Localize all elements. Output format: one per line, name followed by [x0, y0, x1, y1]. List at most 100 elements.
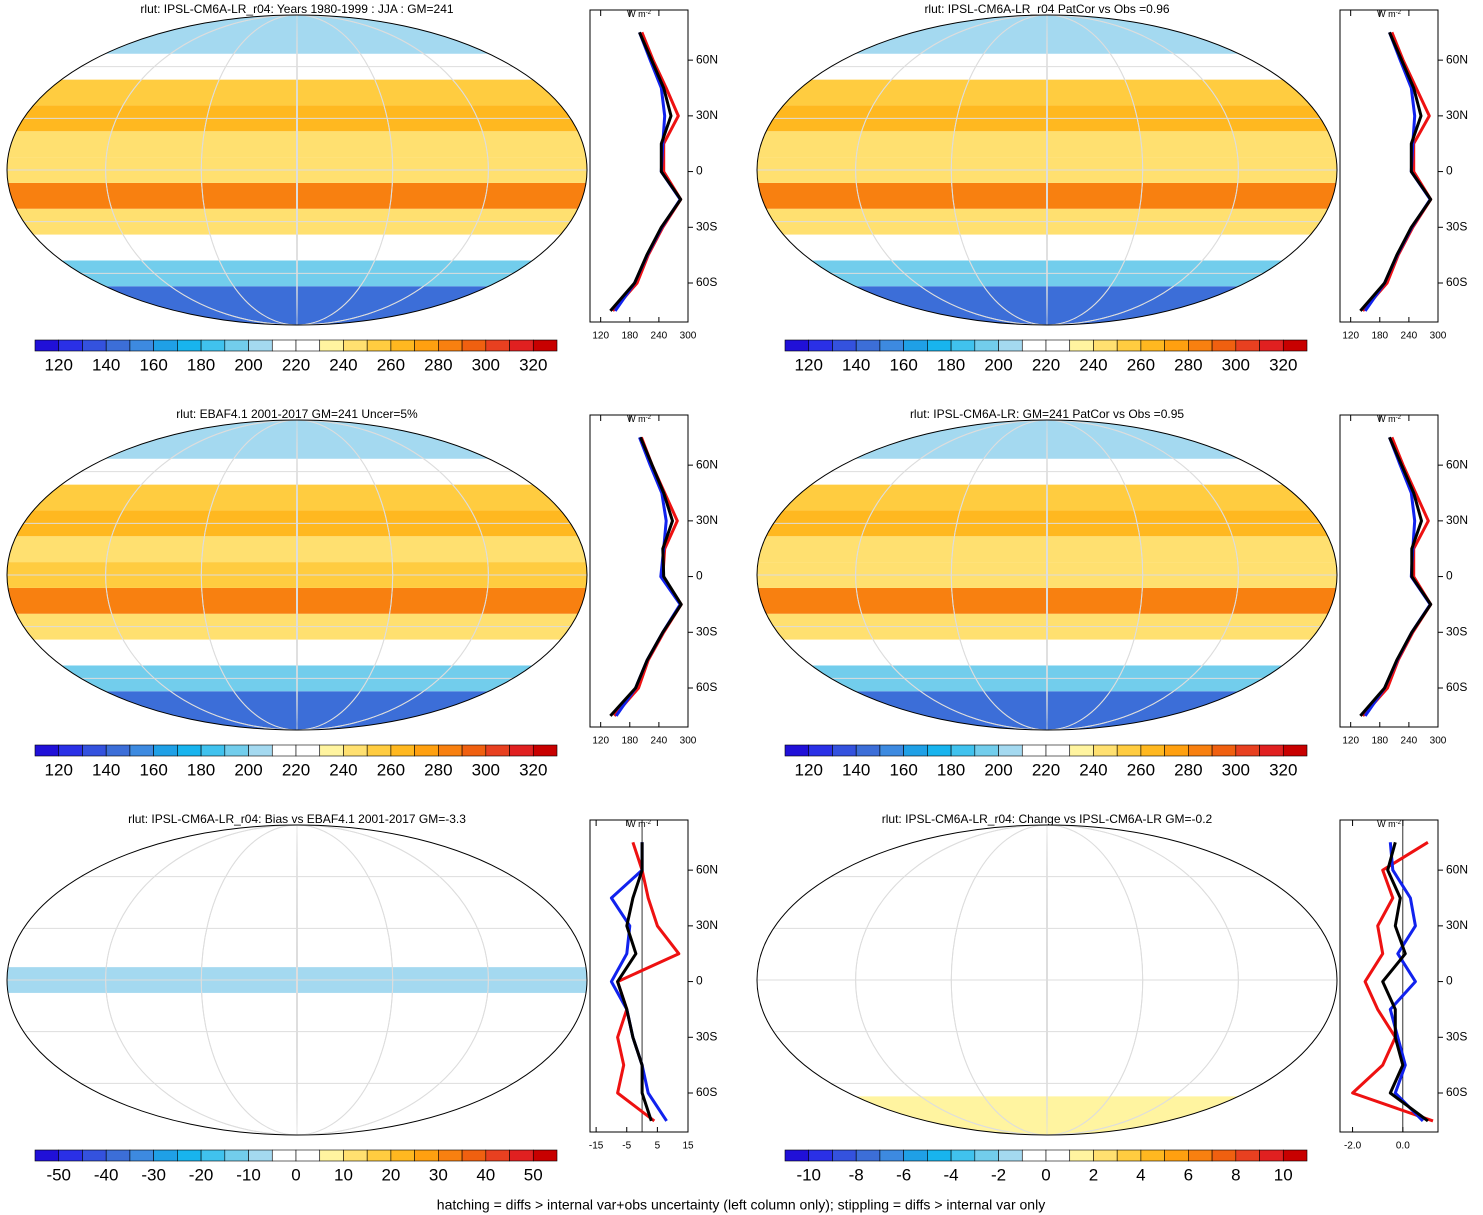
- colorbar-box: [295, 744, 321, 757]
- colorbar-tick-label: 50: [524, 1165, 543, 1184]
- colorbar-tick-label: 2: [1089, 1165, 1098, 1184]
- colorbar-box: [82, 744, 107, 757]
- colorbar-box: [295, 339, 321, 352]
- colorbar-tick-label: 280: [1174, 760, 1202, 779]
- colorbar-box: [1140, 1149, 1165, 1162]
- y-tick-label: 0: [1446, 569, 1453, 583]
- y-tick-label: 60N: [696, 52, 718, 66]
- profile-line: [1381, 841, 1429, 1123]
- profile-line: [609, 31, 683, 312]
- unit: W m: [1377, 414, 1396, 424]
- colorbar-tick-label: 180: [937, 355, 965, 374]
- colorbar-box: [1093, 1149, 1118, 1162]
- x-tick-label: 180: [1371, 736, 1388, 747]
- colorbar-tick-label: -20: [189, 1165, 214, 1184]
- colorbar-box: [414, 1149, 439, 1162]
- colorbar-box: [248, 339, 273, 352]
- graticule: [950, 15, 1144, 325]
- y-tick-label: 60N: [1446, 862, 1468, 876]
- colorbar-tick-label: -2: [991, 1165, 1006, 1184]
- colorbar-box: [1211, 744, 1237, 757]
- colorbar-box: [366, 744, 392, 757]
- x-tick-label: 15: [682, 1141, 694, 1152]
- x-tick-label: -15: [589, 1141, 604, 1152]
- colorbar-tick-label: 280: [1174, 355, 1202, 374]
- x-tick-label: 120: [1342, 331, 1359, 342]
- graticule: [855, 420, 1239, 730]
- colorbar-box: [879, 1149, 904, 1162]
- colorbar-box: [950, 339, 976, 352]
- colorbar-box: [1188, 339, 1213, 352]
- profile-line: [1363, 436, 1432, 717]
- colorbar-box: [271, 339, 297, 352]
- colorbar-tick-label: -8: [849, 1165, 864, 1184]
- map-outline: [6, 14, 588, 326]
- y-tick-label: 60N: [1446, 457, 1468, 471]
- colorbar-tick-label: 220: [282, 355, 310, 374]
- profile-frame: [1339, 819, 1439, 1133]
- colorbar-box: [808, 744, 833, 757]
- colorbar-box: [1282, 1149, 1308, 1162]
- colorbar-box: [1235, 1149, 1260, 1162]
- map: [7, 15, 587, 325]
- colorbar-box: [461, 1149, 487, 1162]
- colorbar-tick-label: 300: [472, 760, 500, 779]
- graticule: [855, 15, 1239, 325]
- colorbar-tick-label: 140: [92, 760, 120, 779]
- colorbar-box: [58, 1149, 83, 1162]
- colorbar-box: [390, 1149, 415, 1162]
- colorbar-box: [177, 744, 202, 757]
- y-tick-label: 60N: [1446, 52, 1468, 66]
- panel-title: rlut: IPSL-CM6A-LR_r04: Years 1980-1999 …: [140, 2, 453, 16]
- y-tick-label: 0: [696, 164, 703, 178]
- colorbar-box: [808, 339, 833, 352]
- colorbar-box: [1259, 1149, 1284, 1162]
- y-tick-label: 60S: [696, 680, 717, 694]
- colorbar-tick-label: 160: [139, 760, 167, 779]
- unit-power: -2: [646, 10, 652, 16]
- x-tick-label: 180: [621, 331, 638, 342]
- y-tick-label: 30N: [1446, 108, 1468, 122]
- y-tick-label: 60N: [696, 862, 718, 876]
- panel: rlut: IPSL-CM6A-LR_r04: Change vs IPSL-C…: [756, 812, 1468, 1184]
- colorbar-box: [1188, 1149, 1213, 1162]
- colorbar-box: [58, 339, 83, 352]
- colorbar-box: [200, 744, 226, 757]
- colorbar-box: [784, 744, 810, 757]
- colorbar-tick-label: -40: [94, 1165, 119, 1184]
- x-tick-label: 180: [621, 736, 638, 747]
- colorbar-box: [129, 744, 154, 757]
- colorbar-box: [200, 339, 226, 352]
- profile-line: [609, 436, 683, 717]
- colorbar-tick-label: -4: [944, 1165, 959, 1184]
- colorbar-box: [414, 339, 439, 352]
- y-tick-label: 30S: [696, 624, 717, 638]
- colorbar-box: [950, 744, 976, 757]
- x-tick-label: -5: [622, 1141, 631, 1152]
- profile-line: [609, 842, 668, 1122]
- colorbar-tick-label: 120: [45, 355, 73, 374]
- unit-label: W m-2: [627, 819, 651, 829]
- x-tick-label: 300: [680, 736, 697, 747]
- colorbar-tick-label: 240: [1079, 760, 1107, 779]
- graticule: [950, 825, 1144, 1135]
- colorbar-box: [1021, 339, 1047, 352]
- y-tick-label: 60S: [1446, 1085, 1467, 1099]
- colorbar-box: [390, 339, 415, 352]
- unit-label: W m-2: [627, 9, 651, 19]
- colorbar-tick-label: 160: [139, 355, 167, 374]
- colorbar-box: [485, 339, 510, 352]
- map-outline: [756, 419, 1338, 731]
- profile-line: [1361, 31, 1433, 312]
- y-tick-label: 30S: [696, 219, 717, 233]
- y-tick-label: 30S: [1446, 1029, 1467, 1043]
- x-tick-label: 0.0: [1396, 1141, 1410, 1152]
- colorbar-box: [509, 339, 534, 352]
- colorbar-box: [855, 339, 881, 352]
- y-tick-label: 30N: [1446, 513, 1468, 527]
- y-tick-label: 30N: [1446, 918, 1468, 932]
- graticule: [1046, 825, 1048, 1135]
- colorbar-box: [271, 1149, 297, 1162]
- colorbar-box: [82, 1149, 107, 1162]
- colorbar-tick-label: 320: [1269, 760, 1297, 779]
